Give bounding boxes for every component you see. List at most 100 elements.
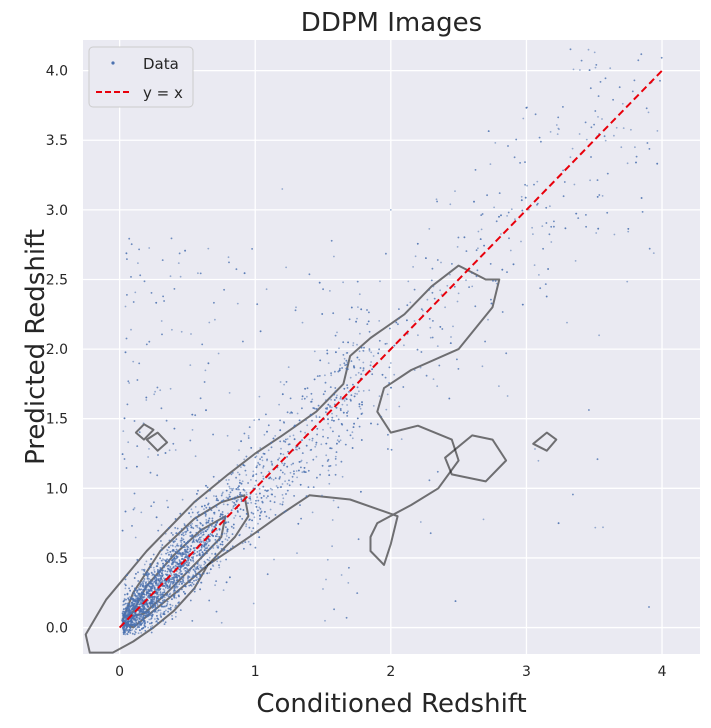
contour-arm (444, 434, 508, 483)
data-point (240, 494, 243, 496)
data-point (351, 431, 354, 434)
data-point (215, 541, 218, 543)
data-point (569, 156, 572, 159)
data-point (597, 95, 600, 97)
data-point (151, 602, 154, 605)
data-point (134, 618, 137, 620)
data-point (215, 499, 218, 502)
data-point (226, 530, 229, 533)
data-point (276, 486, 279, 489)
data-point (145, 582, 147, 585)
data-point (143, 580, 145, 583)
data-point (572, 493, 574, 496)
data-point (572, 68, 575, 71)
data-point (395, 321, 398, 324)
data-point (221, 511, 224, 513)
data-point (590, 126, 593, 129)
data-point (253, 516, 256, 519)
data-point (132, 612, 134, 614)
data-point (296, 476, 298, 479)
data-point (225, 489, 228, 492)
data-point (329, 426, 332, 429)
data-point (188, 561, 191, 564)
data-point (549, 205, 551, 208)
data-point (167, 506, 169, 509)
data-point (346, 429, 349, 432)
data-point (126, 403, 129, 406)
data-point (151, 627, 153, 630)
data-point (311, 419, 313, 422)
data-point (174, 540, 176, 543)
data-point (142, 611, 145, 613)
data-point (178, 552, 181, 555)
data-point (280, 447, 282, 450)
data-point (249, 495, 252, 498)
data-point (160, 407, 163, 410)
data-point (533, 264, 536, 266)
data-point (325, 454, 328, 457)
data-point (331, 419, 333, 422)
data-point (171, 581, 174, 583)
data-point (526, 184, 528, 187)
data-point (154, 575, 157, 578)
data-point (283, 439, 285, 442)
data-point (194, 516, 197, 519)
data-point (139, 274, 142, 277)
data-point (273, 558, 275, 561)
data-point (156, 607, 158, 609)
data-point (194, 575, 197, 578)
data-point (203, 549, 206, 552)
data-point (178, 531, 181, 534)
data-point (136, 559, 139, 561)
data-point (267, 495, 269, 498)
data-point (236, 302, 239, 305)
data-point (127, 597, 130, 600)
data-point (173, 573, 176, 576)
data-point (144, 584, 147, 587)
data-point (339, 439, 342, 442)
data-point (142, 422, 145, 425)
data-point (225, 526, 227, 529)
data-point (211, 552, 213, 555)
data-point (315, 443, 317, 446)
data-point (301, 321, 304, 324)
data-point (192, 575, 195, 577)
data-point (149, 563, 152, 566)
data-point (138, 603, 141, 606)
data-point (318, 416, 321, 418)
data-point (150, 558, 152, 560)
data-point (242, 509, 245, 511)
data-point (357, 538, 360, 541)
data-point (176, 543, 179, 545)
data-point (301, 471, 304, 474)
data-point (174, 561, 177, 564)
data-point (269, 508, 272, 511)
data-point (428, 289, 431, 291)
data-point (266, 573, 269, 576)
data-point (189, 535, 192, 537)
data-point (158, 573, 161, 576)
data-point (189, 524, 192, 527)
data-point (169, 544, 172, 547)
data-point (233, 498, 236, 501)
data-point (538, 136, 541, 139)
data-point (142, 609, 145, 612)
data-point (263, 453, 266, 455)
data-point (186, 541, 189, 544)
data-point (184, 592, 186, 595)
data-point (171, 618, 174, 620)
data-point (283, 464, 285, 467)
data-point (148, 573, 150, 575)
data-point (150, 571, 153, 574)
data-point (449, 203, 452, 206)
data-point (603, 135, 606, 138)
data-point (553, 225, 555, 228)
data-point (141, 568, 144, 571)
data-point (164, 452, 167, 454)
data-point (189, 558, 192, 561)
data-point (622, 127, 625, 129)
data-point (169, 608, 172, 611)
data-point (167, 564, 170, 567)
data-point (137, 614, 140, 616)
data-point (538, 274, 540, 276)
